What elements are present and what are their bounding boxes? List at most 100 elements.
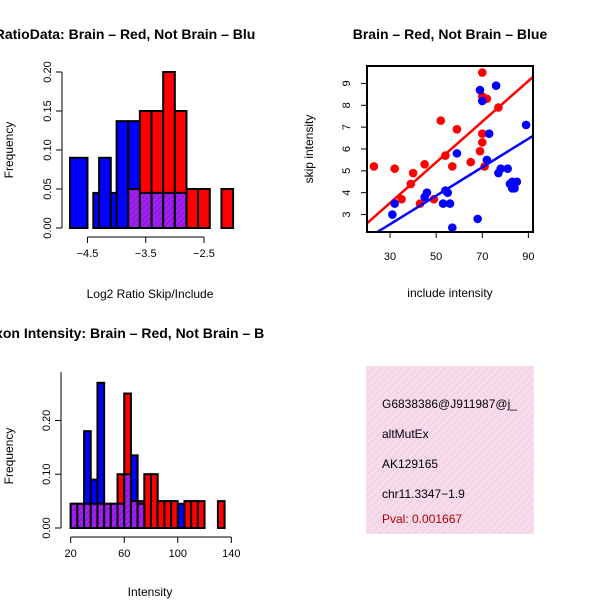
x-tick-label-1: 50 — [430, 251, 442, 263]
point-brain-8 — [436, 116, 446, 125]
point-not-brain-14 — [484, 129, 494, 139]
point-brain-17 — [477, 68, 487, 77]
y-tick-label-5: 8 — [341, 102, 353, 108]
bar-brain-7 — [163, 500, 173, 530]
point-brain-15 — [477, 129, 487, 139]
bar-overlap-1 — [138, 191, 153, 229]
y-tick-label-2: 0.20 — [41, 410, 53, 431]
bar-not-brain-11 — [176, 502, 186, 529]
x-tick-label-2: 70 — [476, 251, 488, 263]
intensity-scatter-marks — [367, 68, 533, 232]
info-panel: G6838386@J911987@j_ altMutEx AK129165 ch… — [366, 366, 534, 534]
bar-brain-6 — [197, 188, 211, 229]
point-not-brain-23 — [512, 177, 522, 187]
point-not-brain-1 — [390, 199, 399, 208]
y-tick-label-3: 6 — [341, 146, 353, 152]
point-not-brain-18 — [503, 164, 512, 173]
point-not-brain-9 — [452, 149, 462, 158]
bar-overlap-9 — [129, 500, 139, 530]
info-panel-event-type: altMutEx — [382, 427, 429, 441]
bar-brain-4 — [143, 473, 153, 530]
exon-histogram-bars — [69, 381, 226, 530]
point-brain-0 — [369, 162, 379, 171]
point-brain-2 — [397, 194, 406, 204]
point-brain-12 — [466, 157, 476, 167]
x-tick-label-0: 20 — [65, 548, 77, 560]
point-brain-14 — [477, 138, 487, 147]
bar-overlap-5 — [103, 502, 112, 529]
exon-histogram-xlabel: Intensity — [128, 585, 173, 599]
point-not-brain-10 — [473, 214, 482, 224]
bar-brain-9 — [183, 500, 193, 530]
y-tick-label-2: 5 — [341, 168, 353, 174]
ratio-histogram-ylabel: Frequency — [2, 122, 16, 179]
bar-brain-8 — [170, 500, 179, 530]
exon-histogram: Exon Intensity: Brain – Red, Not Brain –… — [0, 325, 264, 599]
x-tick-label-1: 60 — [118, 548, 130, 560]
bar-brain-12 — [216, 500, 226, 530]
point-not-brain-17 — [496, 164, 506, 173]
exon-histogram-title: Exon Intensity: Brain – Red, Not Brain –… — [0, 325, 264, 341]
x-tick-label-2: −2.5 — [193, 248, 215, 260]
intensity-scatter-ylabel: skip intensity — [302, 115, 316, 184]
bar-not-brain-3 — [98, 156, 112, 229]
exon-histogram-axes: 20 60 100 140 0.00 0.10 0.20 — [41, 372, 241, 560]
y-tick-label-4: 0.20 — [42, 61, 54, 82]
bar-brain-6 — [156, 500, 166, 530]
y-tick-label-0: 0.00 — [41, 517, 53, 538]
point-brain-10 — [448, 162, 457, 171]
x-tick-label-3: 140 — [222, 548, 240, 560]
y-tick-label-6: 9 — [341, 80, 353, 86]
ratio-histogram-title: RatioData: Brain – Red, Not Brain – Blu — [0, 26, 255, 42]
point-not-brain-15 — [491, 81, 501, 90]
point-not-brain-22 — [510, 184, 519, 193]
point-brain-4 — [408, 168, 418, 178]
x-tick-label-2: 100 — [169, 548, 187, 560]
x-tick-label-0: −4.5 — [77, 248, 99, 260]
y-tick-label-0: 0.00 — [42, 217, 54, 238]
bar-overlap-3 — [162, 191, 176, 229]
ratio-histogram-axes: −4.5 −3.5 −2.5 0.00 0.05 0.10 0.15 0.20 — [42, 61, 215, 260]
point-brain-6 — [420, 159, 429, 169]
point-not-brain-12 — [477, 96, 487, 106]
bar-overlap-0 — [127, 188, 141, 229]
point-brain-11 — [452, 125, 462, 134]
info-panel-accession: AK129165 — [382, 457, 438, 471]
x-tick-label-0: 30 — [384, 251, 396, 263]
exon-histogram-ylabel: Frequency — [2, 428, 16, 485]
bar-not-brain-5 — [115, 120, 130, 229]
bar-overlap-10 — [136, 502, 146, 529]
bar-brain-5 — [185, 188, 200, 229]
bar-overlap-4 — [173, 191, 188, 229]
bar-brain-11 — [196, 500, 206, 530]
point-brain-1 — [390, 164, 399, 173]
fit-line-not-brain — [375, 134, 533, 232]
point-not-brain-11 — [475, 85, 485, 95]
bar-brain-10 — [190, 500, 199, 530]
x-tick-label-1: −3.5 — [135, 248, 157, 260]
ratio-histogram: RatioData: Brain – Red, Not Brain – Blu … — [0, 26, 255, 301]
bar-overlap-4 — [96, 502, 106, 529]
point-not-brain-3 — [422, 188, 432, 197]
point-not-brain-8 — [448, 223, 457, 232]
y-tick-label-2: 0.10 — [42, 139, 54, 160]
point-not-brain-7 — [445, 199, 455, 208]
bar-overlap-2 — [150, 191, 165, 229]
bar-overlap-8 — [123, 473, 132, 530]
intensity-scatter-xlabel: include intensity — [407, 286, 492, 300]
y-tick-label-4: 7 — [341, 124, 353, 130]
info-panel-event-id: G6838386@J911987@j_ — [382, 397, 517, 411]
ratio-histogram-bars — [69, 71, 235, 229]
intensity-scatter: Brain – Red, Not Brain – Blue 30 50 70 90 3 4… — [302, 26, 547, 300]
bar-brain-5 — [150, 473, 159, 530]
bar-overlap-6 — [109, 502, 119, 529]
info-panel-location: chr11.3347−1.9 — [382, 487, 465, 501]
ratio-histogram-xlabel: Log2 Ratio Skip/Include — [87, 287, 214, 301]
bar-overlap-2 — [83, 502, 92, 529]
y-tick-label-3: 0.15 — [42, 100, 54, 121]
y-tick-label-1: 4 — [341, 190, 353, 196]
y-tick-label-1: 0.05 — [42, 178, 54, 199]
bar-overlap-3 — [89, 502, 99, 529]
point-not-brain-24 — [521, 120, 531, 130]
